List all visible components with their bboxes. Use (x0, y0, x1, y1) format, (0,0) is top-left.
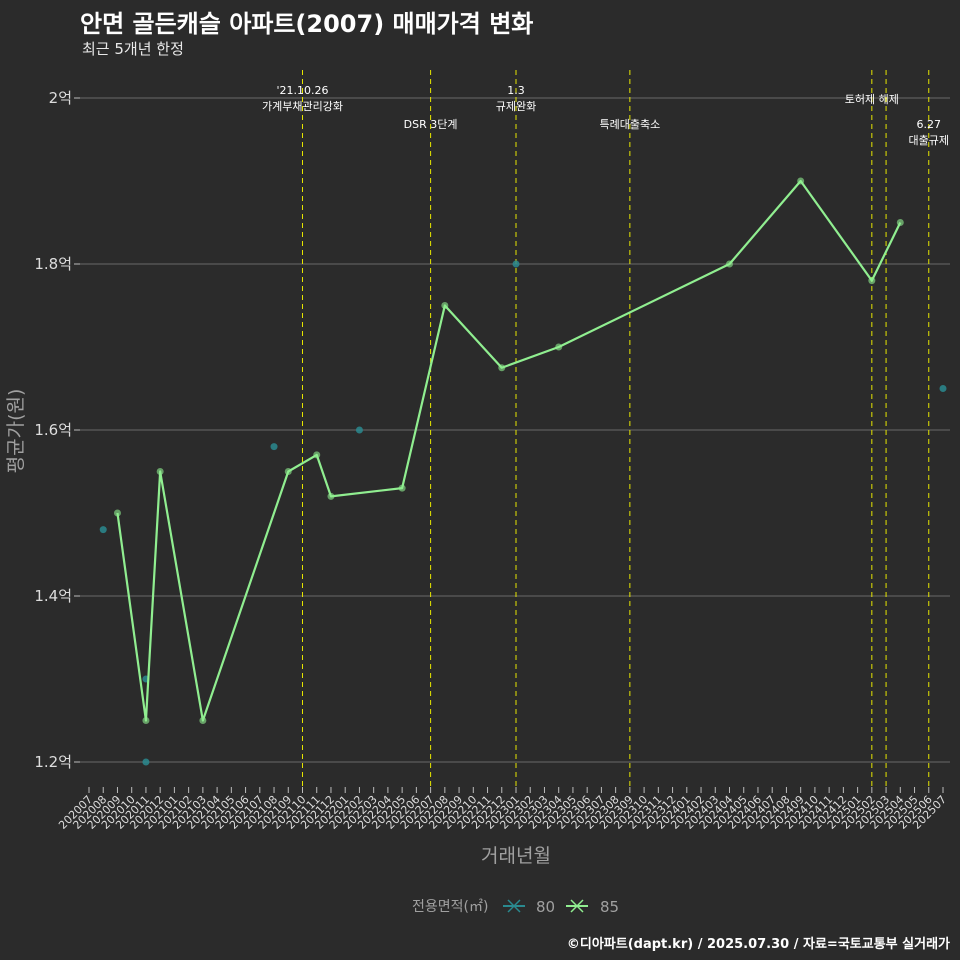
y-tick-label: 1.6억 (34, 421, 72, 439)
x-axis-label: 거래년월 (481, 845, 551, 867)
point-85 (441, 302, 449, 309)
point-85 (797, 177, 805, 185)
point-85 (313, 451, 321, 459)
point-85 (398, 484, 406, 492)
event-label: 6.27 (917, 118, 942, 131)
y-tick-label: 1.4억 (34, 587, 72, 605)
legend-item-80: 80 (503, 898, 555, 916)
chart-title: 안면 골든캐슬 아파트(2007) 매매가격 변화 (80, 10, 534, 38)
point-85 (113, 509, 121, 517)
point-80 (512, 260, 520, 268)
event-label: 규제완화 (496, 100, 536, 113)
point-85 (726, 260, 733, 268)
point-85 (199, 717, 207, 724)
event-label: 토허제 해제 (845, 92, 899, 106)
point-80 (355, 426, 363, 434)
legend-item-85: 85 (566, 898, 619, 916)
chart-subtitle: 최근 5개년 한정 (82, 40, 184, 58)
point-85 (498, 364, 506, 372)
y-tick-label: 1.8억 (34, 255, 72, 273)
event-label: 특례대출축소 (599, 118, 660, 131)
grid-layer (80, 97, 950, 763)
x-tick-layer: 2020072020082020092020102020112020122021… (56, 787, 949, 832)
series-85-line (116, 179, 902, 722)
series-layer (99, 177, 947, 766)
point-80 (142, 758, 150, 766)
event-label: 가계부채관리강화 (262, 100, 343, 113)
legend: 전용면적(㎡) 80 85 (412, 898, 619, 916)
event-label: DSR 3단계 (404, 118, 458, 131)
point-80 (99, 526, 107, 534)
legend-label-85: 85 (600, 898, 619, 916)
source-caption: ©디아파트(dapt.kr) / 2025.07.30 / 자료=국토교통부 실… (566, 937, 950, 952)
point-85 (284, 468, 292, 475)
point-85 (142, 717, 150, 724)
point-80 (270, 443, 278, 451)
point-80 (939, 385, 947, 392)
legend-title: 전용면적(㎡) (412, 899, 488, 915)
event-label: 대출규제 (909, 134, 949, 147)
y-tick-layer: 1.2억 1.4억 1.6억 1.8억 2억 (34, 89, 80, 771)
y-tick-label: 2억 (49, 89, 72, 107)
point-85 (896, 219, 904, 226)
y-axis-label: 평균가(원) (5, 389, 27, 474)
point-85 (868, 277, 876, 285)
event-label: '21.10.26 (276, 84, 328, 97)
point-85 (327, 492, 335, 500)
y-tick-label: 1.2억 (34, 753, 72, 771)
event-label: 1.3 (507, 84, 525, 97)
point-85 (156, 468, 164, 475)
legend-label-80: 80 (536, 898, 555, 916)
point-85 (555, 343, 563, 351)
